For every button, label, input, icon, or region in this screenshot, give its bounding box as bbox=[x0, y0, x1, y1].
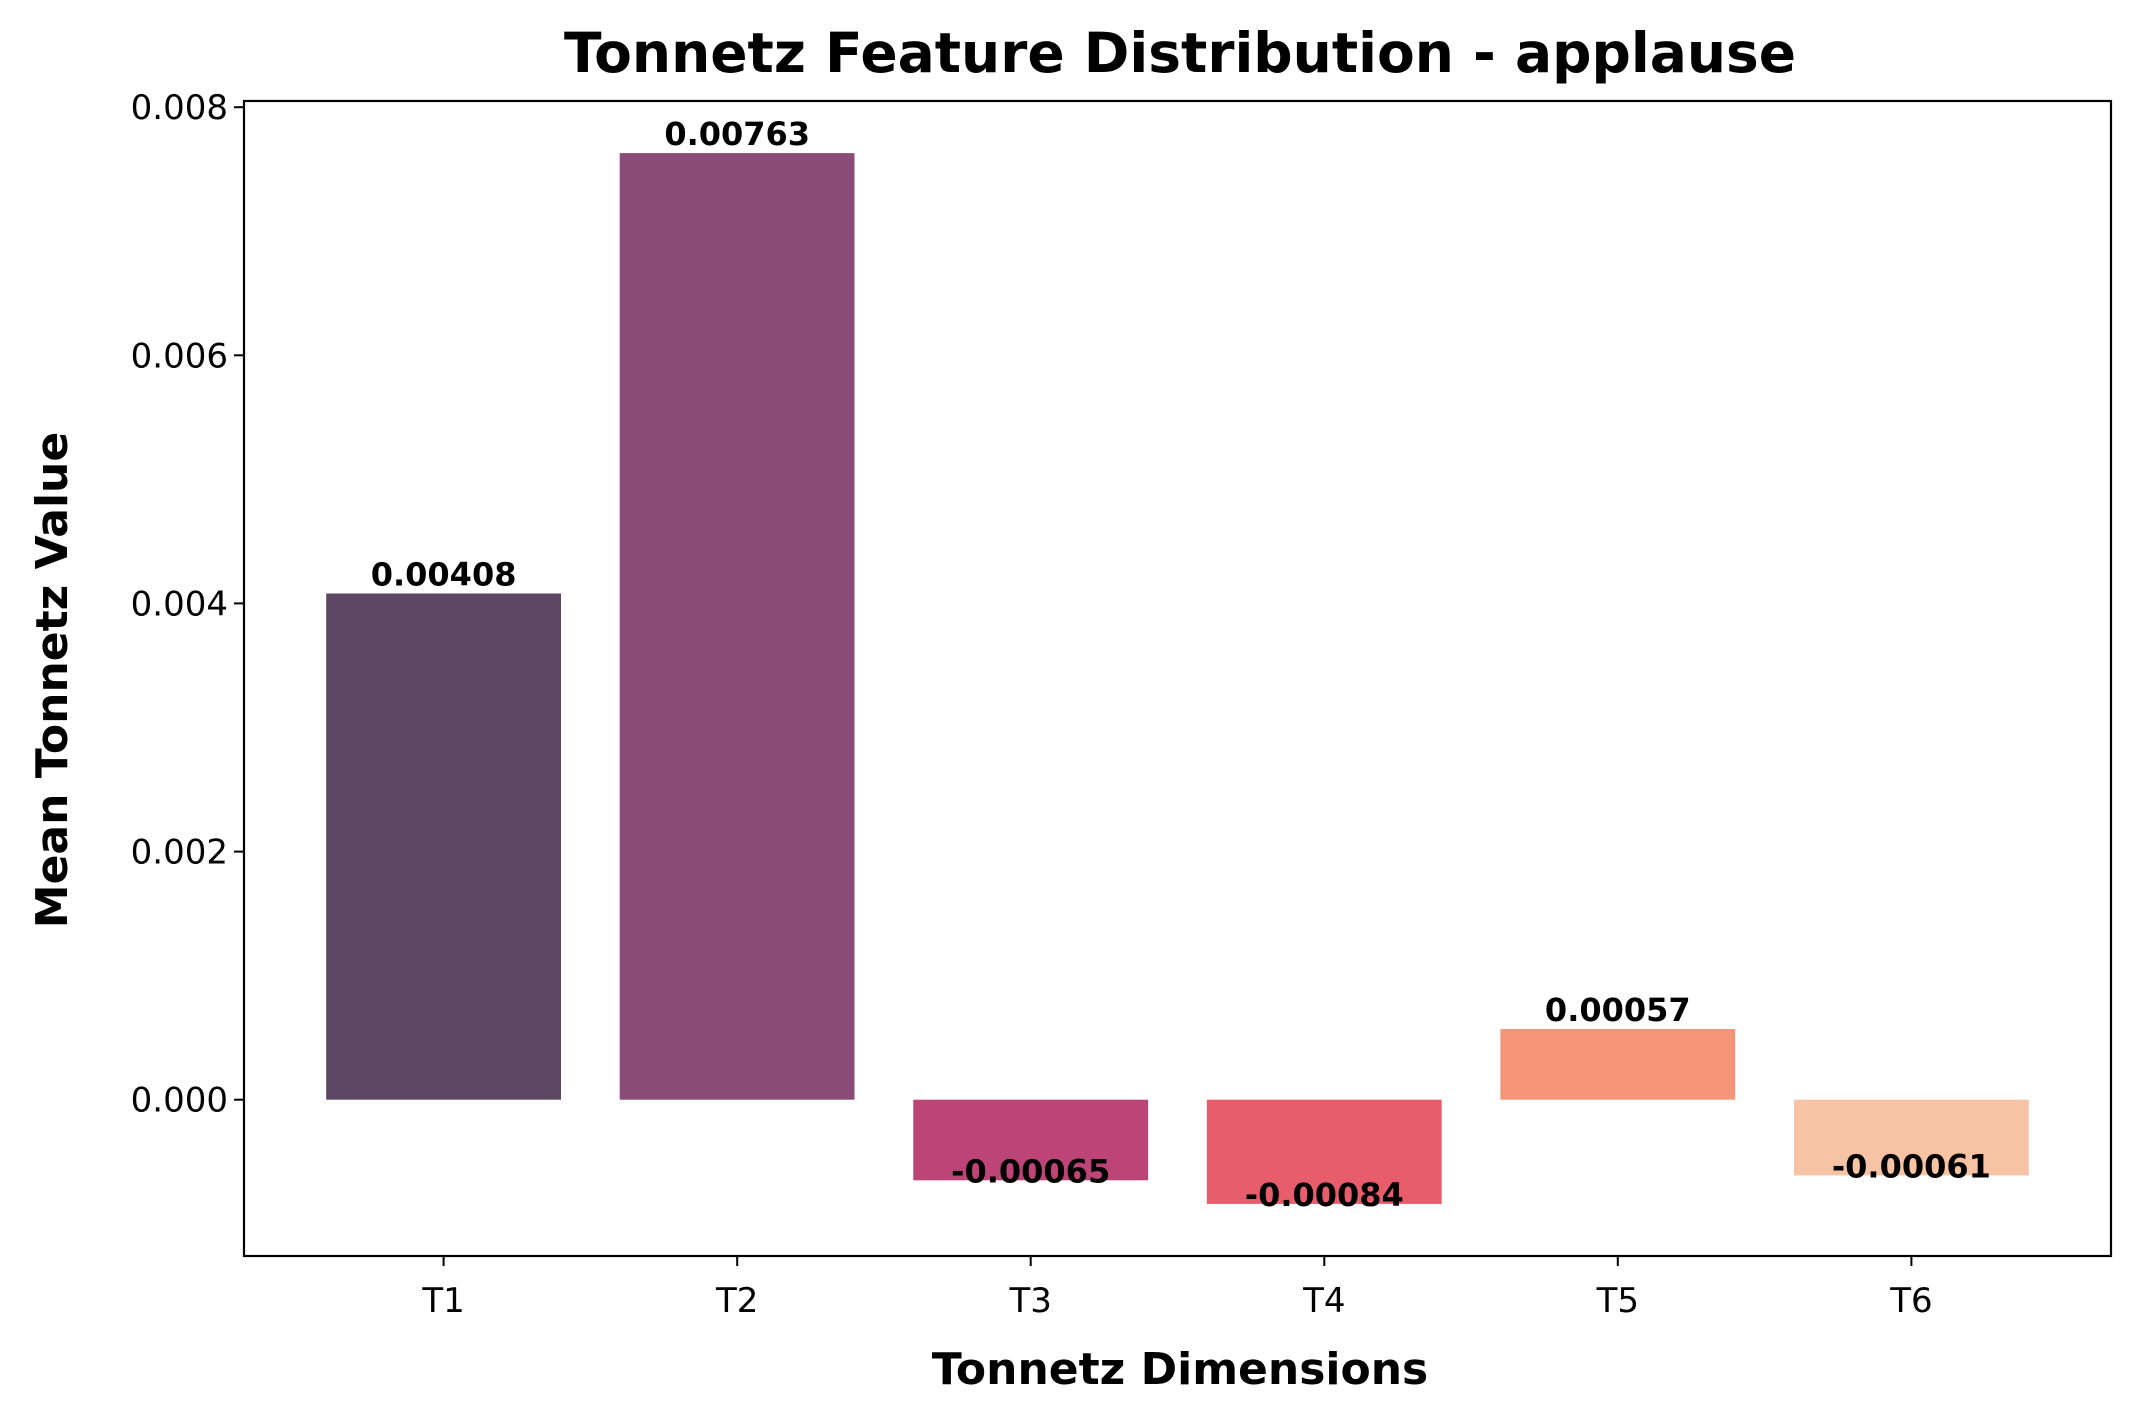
bar-t2 bbox=[619, 153, 855, 1100]
bar-t6 bbox=[1794, 1099, 2029, 1176]
x-tick-label-t1: T1 bbox=[421, 1281, 464, 1321]
x-axis-label: Tonnetz Dimensions bbox=[932, 1344, 1428, 1395]
plot-area: 0.00408 0.00763 -0.00065 -0.00084 0.00057 -0.… bbox=[131, 88, 2113, 1321]
bar-t4 bbox=[1206, 1099, 1442, 1204]
data-label-t5: 0.00057 bbox=[1545, 991, 1691, 1029]
bar-t1 bbox=[326, 593, 561, 1100]
bar-t3 bbox=[913, 1099, 1149, 1181]
x-tick-label-t5: T5 bbox=[1596, 1281, 1639, 1321]
x-tick-label-t4: T4 bbox=[1302, 1281, 1345, 1321]
chart-title: Tonnetz Feature Distribution - applause bbox=[564, 21, 1796, 85]
x-tick-label-t2: T2 bbox=[715, 1281, 758, 1321]
data-label-t2: 0.00763 bbox=[664, 115, 810, 153]
bar-t5 bbox=[1500, 1029, 1736, 1100]
x-tick-label-t3: T3 bbox=[1008, 1281, 1051, 1321]
y-tick-label: 0.008 bbox=[131, 88, 228, 128]
y-tick-label: 0.006 bbox=[131, 336, 228, 376]
data-label-t3: -0.00065 bbox=[951, 1152, 1110, 1190]
y-tick-label: 0.000 bbox=[131, 1081, 228, 1121]
y-tick-label: 0.004 bbox=[131, 584, 228, 624]
plot-frame bbox=[242, 99, 2113, 1258]
y-tick-label: 0.002 bbox=[131, 833, 228, 873]
data-label-t4: -0.00084 bbox=[1245, 1176, 1404, 1214]
y-axis-label: Mean Tonnetz Value bbox=[27, 432, 78, 928]
data-label-t1: 0.00408 bbox=[371, 556, 517, 594]
x-tick-label-t6: T6 bbox=[1889, 1281, 1932, 1321]
data-label-t6: -0.00061 bbox=[1832, 1147, 1991, 1185]
